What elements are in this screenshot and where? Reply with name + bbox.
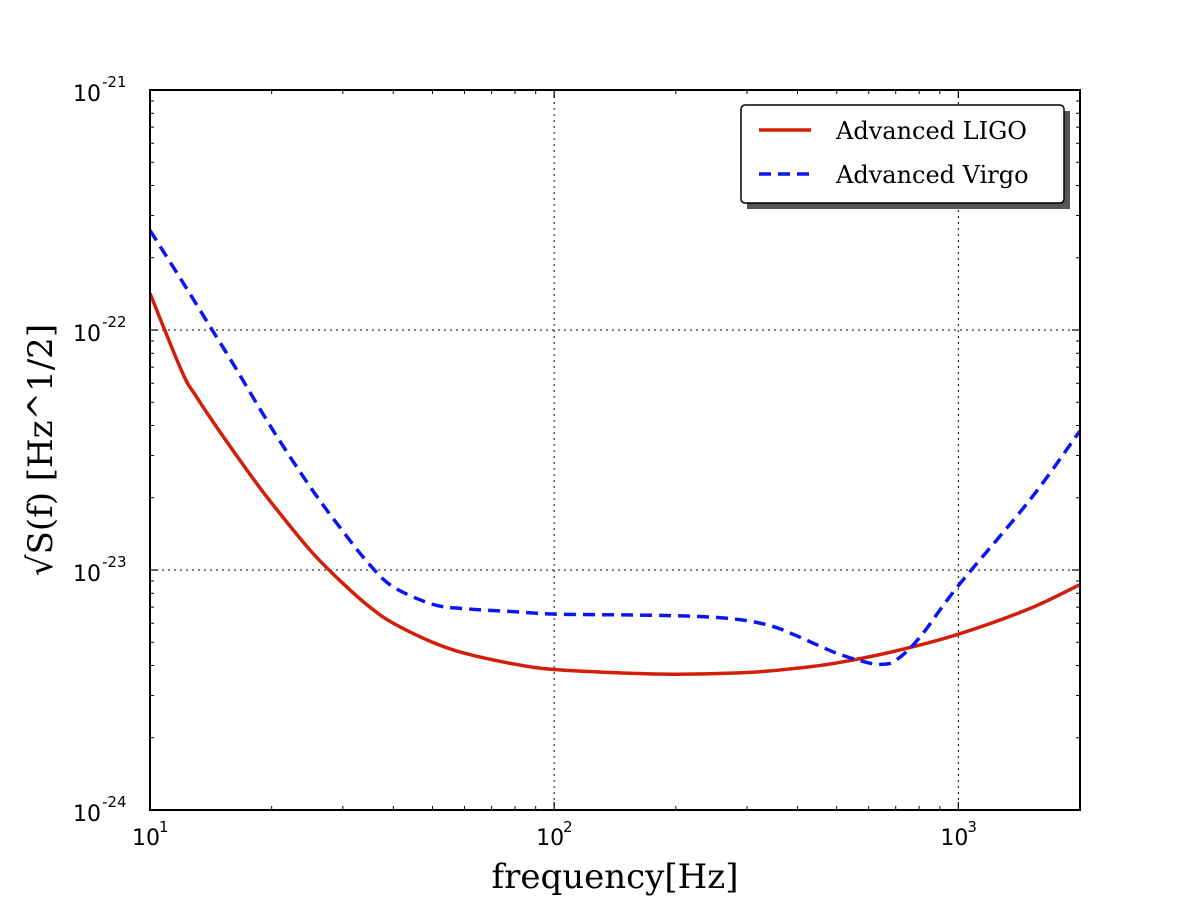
y-tick-label: 10 -22 xyxy=(73,313,127,347)
x-tick-label: 10 2 xyxy=(536,818,573,851)
y-axis-title: √S(f) [Hz^1/2] xyxy=(21,324,61,576)
legend-box xyxy=(740,104,1065,204)
legend-label-virgo: Advanced Virgo xyxy=(835,161,1029,189)
plot-frame xyxy=(149,89,1081,811)
y-tick-label-exp: -22 xyxy=(102,313,127,331)
y-tick-label-base: 10 xyxy=(73,562,101,587)
x-axis-title: frequency[Hz] xyxy=(492,857,739,897)
x-tick-label-exp: 2 xyxy=(563,818,573,836)
x-tick-label-base: 10 xyxy=(132,826,160,851)
legend: Advanced LIGO Advanced Virgo xyxy=(740,104,1070,209)
x-tick-label: 10 3 xyxy=(940,818,977,851)
x-tick-label-exp: 3 xyxy=(967,818,977,836)
x-tick-label-base: 10 xyxy=(536,826,564,851)
x-tick-label: 10 1 xyxy=(132,818,169,851)
x-tick-label-base: 10 xyxy=(940,826,968,851)
legend-label-ligo: Advanced LIGO xyxy=(835,117,1027,145)
y-tick-label-base: 10 xyxy=(73,322,101,347)
grid-lines xyxy=(150,90,1080,810)
y-tick-label-exp: -21 xyxy=(102,73,127,91)
y-tick-label-base: 10 xyxy=(73,82,101,107)
y-tick-label-exp: -23 xyxy=(102,553,127,571)
y-tick-label-exp: -24 xyxy=(102,793,127,811)
x-tick-label-exp: 1 xyxy=(159,818,169,836)
y-tick-label: 10 -23 xyxy=(73,553,127,587)
series-line-virgo xyxy=(150,229,1080,667)
y-tick-label: 10 -21 xyxy=(73,73,127,107)
series-lines xyxy=(150,229,1080,676)
y-tick-label: 10 -24 xyxy=(73,793,127,827)
y-tick-label-base: 10 xyxy=(73,802,101,827)
series-line-ligo xyxy=(150,292,1080,676)
